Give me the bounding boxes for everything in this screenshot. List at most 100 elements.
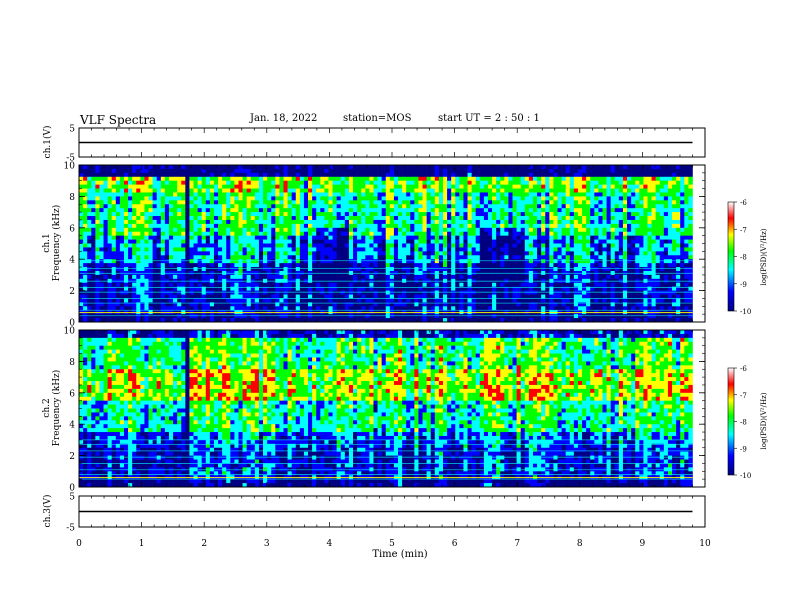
spectrogram-cell (348, 231, 354, 236)
spectrogram-cell (430, 314, 436, 319)
spectrogram-cell (561, 223, 566, 229)
spectrogram-cell (123, 200, 129, 205)
spectrogram-cell (402, 208, 407, 213)
spectrogram-cell (99, 192, 104, 197)
spectrogram-cell (168, 267, 174, 272)
spectrogram-cell (312, 204, 317, 209)
spectrogram-cell (353, 227, 358, 233)
spectrogram-cell (471, 259, 477, 264)
spectrogram-cell (438, 188, 444, 193)
spectrogram-cell (471, 188, 477, 193)
spectrogram-cell (119, 282, 125, 287)
spectrogram-cell (418, 318, 423, 323)
spectrogram-cell (152, 227, 158, 233)
spectrogram-cell (291, 165, 297, 170)
spectrogram-cell (107, 314, 113, 319)
spectrogram-cell (537, 298, 542, 303)
spectrogram-cell (267, 212, 272, 217)
spectrogram-cell (99, 216, 104, 221)
spectrogram-cell (508, 314, 513, 319)
spectrogram-cell (385, 259, 391, 264)
spectrogram-cell (263, 243, 268, 248)
spectrogram-cell (426, 267, 432, 272)
spectrogram-cell (189, 168, 194, 174)
spectrogram-cell (361, 298, 366, 303)
spectrogram-cell (238, 219, 243, 225)
spectrogram-cell (389, 239, 395, 244)
spectrogram-cell (99, 204, 104, 209)
spectrogram-cell (512, 306, 517, 311)
spectrogram-cell (553, 239, 558, 244)
spectrogram-cell (398, 290, 403, 295)
spectrogram-cell (160, 263, 166, 268)
spectrogram-cell (479, 282, 485, 287)
spectrogram-cell (136, 259, 141, 264)
spectrogram-cell (541, 200, 546, 205)
spectrogram-cell (156, 286, 162, 291)
spectrogram-cell (254, 192, 260, 197)
spectrogram-cell (99, 282, 104, 287)
spectrogram-cell (99, 259, 104, 264)
spectrogram-cell (459, 267, 464, 272)
spectrogram-cell (324, 196, 329, 201)
spectrogram-cell (524, 227, 530, 233)
spectrogram-cell (115, 255, 121, 260)
spectrogram-cell (545, 298, 550, 303)
spectrogram-cell (246, 219, 252, 225)
spectrogram-cell (504, 188, 509, 193)
spectrogram-cell (467, 212, 472, 217)
spectrogram-cell (357, 298, 362, 303)
spectrogram-cell (283, 208, 288, 213)
spectrogram-cell (209, 184, 215, 189)
spectrogram-cell (373, 196, 378, 201)
spectrogram-cell (95, 302, 100, 307)
spectrogram-cell (263, 208, 268, 213)
spectrogram-cell (316, 243, 321, 248)
spectrogram-cell (336, 227, 342, 233)
spectrogram-cell (430, 286, 436, 291)
spectrogram-cell (528, 259, 534, 264)
spectrogram-cell (152, 165, 158, 170)
spectrogram-cell (545, 184, 550, 189)
spectrogram-cell (344, 286, 350, 291)
spectrogram-cell (250, 290, 256, 295)
spectrogram-cell (475, 243, 481, 248)
spectrogram-cell (422, 255, 427, 260)
spectrogram-cell (545, 235, 550, 240)
spectrogram-cell (410, 306, 415, 311)
spectrogram-cell (299, 314, 305, 319)
spectrogram-cell (361, 302, 366, 307)
spectrogram-cell (160, 172, 166, 178)
spectrogram-cell (308, 200, 313, 205)
spectrogram-cell (467, 192, 472, 197)
spectrogram-cell (205, 176, 211, 181)
spectrogram-cell (467, 231, 472, 236)
spectrogram-cell (177, 247, 182, 252)
spectrogram-cell (320, 196, 325, 201)
spectrogram-cell (119, 165, 125, 170)
spectrogram-cell (410, 165, 415, 170)
spectrogram-cell (242, 212, 247, 217)
spectrogram-cell (483, 196, 489, 201)
spectrogram-cell (541, 282, 546, 287)
spectrogram-cell (263, 227, 268, 233)
spectrogram-cell (348, 180, 354, 185)
spectrogram-cell (83, 204, 88, 209)
spectrogram-cell (418, 184, 423, 189)
spectrogram-cell (271, 314, 276, 319)
spectrogram-cell (328, 235, 333, 240)
spectrogram-cell (91, 176, 96, 181)
spectrogram-cell (193, 239, 198, 244)
spectrogram-cell (565, 286, 571, 291)
spectrogram-cell (234, 168, 239, 174)
spectrogram-cell (189, 239, 194, 244)
spectrogram-cell (189, 282, 194, 287)
spectrogram-cell (103, 204, 108, 209)
spectrogram-cell (398, 208, 403, 213)
spectrogram-cell (197, 176, 202, 181)
spectrogram-cell (111, 290, 117, 295)
spectrogram-cell (177, 255, 182, 260)
ch1-voltage-panel: 5-5 ch.1(V) (42, 125, 706, 164)
spectrogram-cell (344, 196, 350, 201)
spectrogram-cell (283, 165, 288, 170)
